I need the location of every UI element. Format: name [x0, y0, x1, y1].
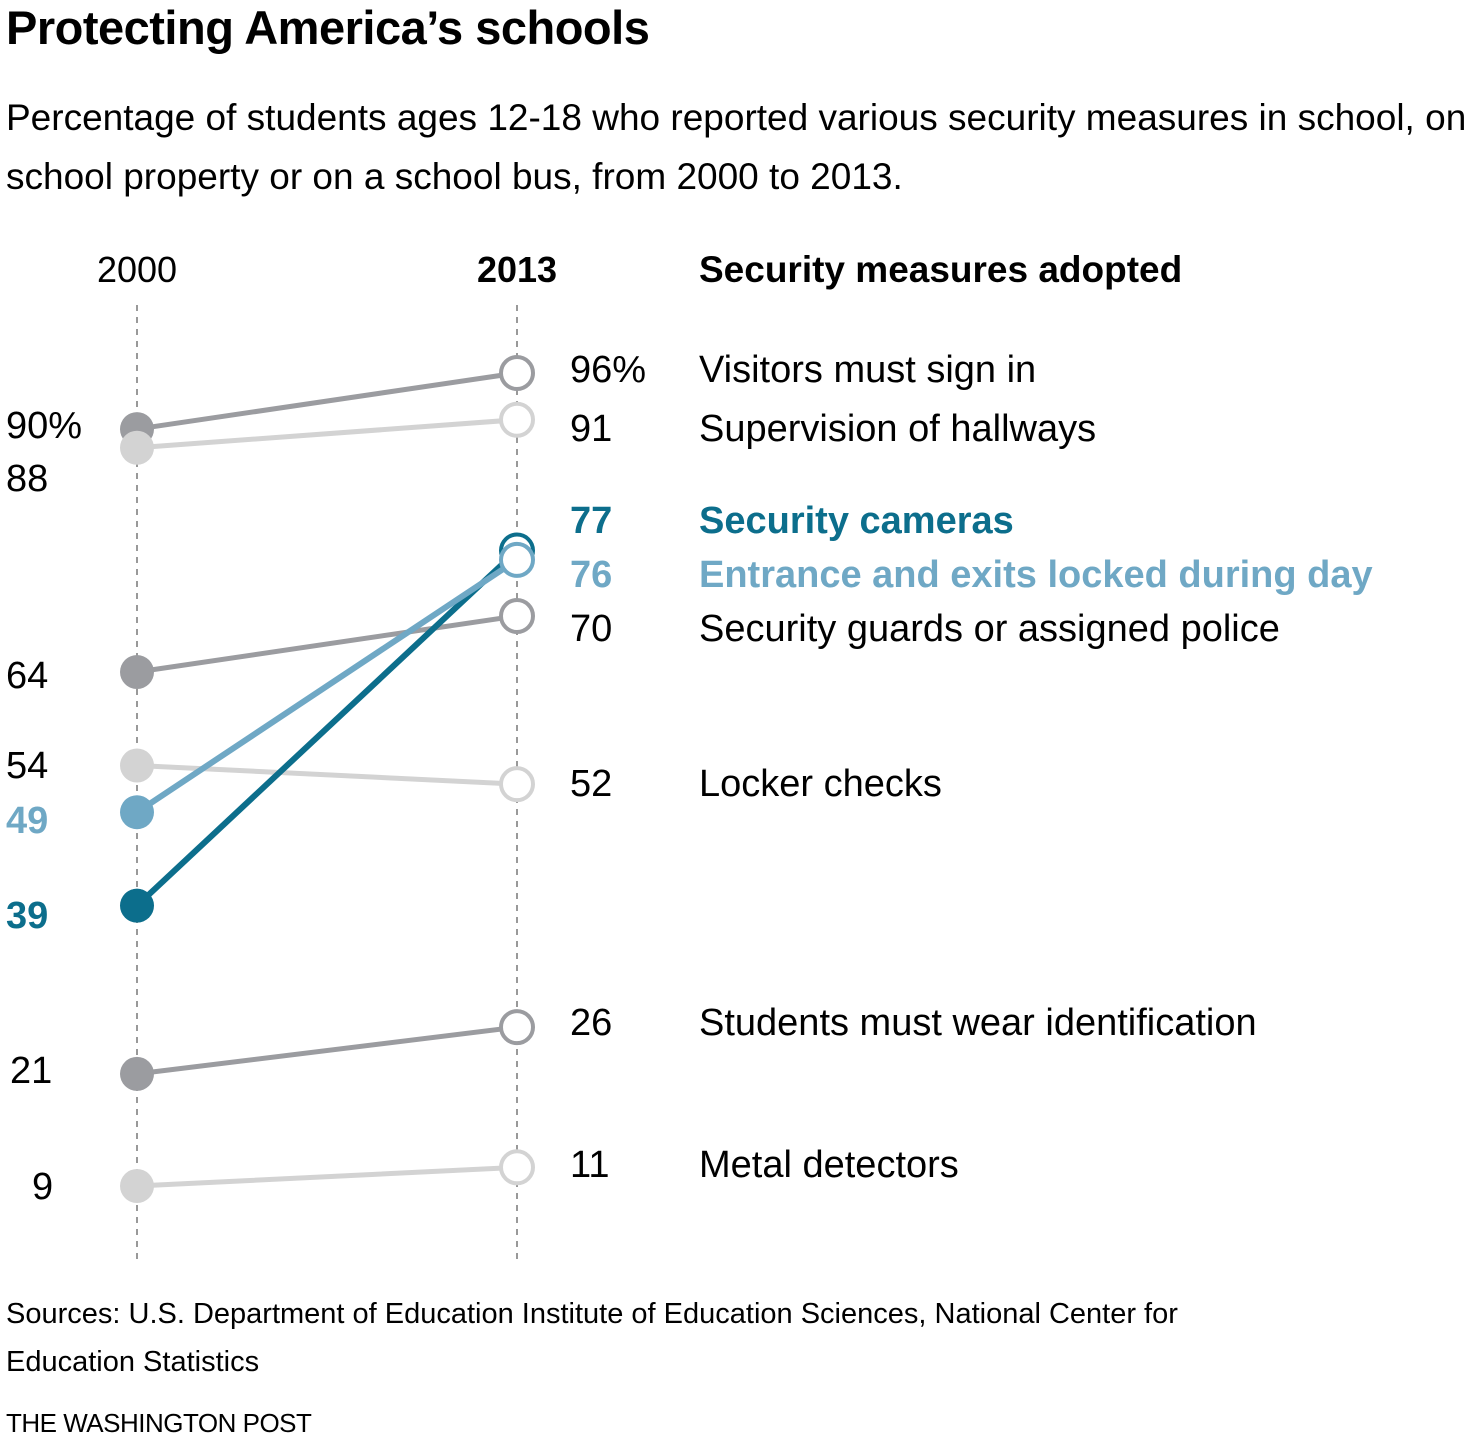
- point-2013-students-must-wear-identification: [499, 1009, 535, 1046]
- x-tick-label-2000: 2000: [97, 249, 177, 290]
- value-label-2000-security-guards-or-assigned-police: 64: [6, 655, 48, 697]
- series-label-entrance-and-exits-locked-during-day: Entrance and exits locked during day: [699, 554, 1373, 596]
- point-2013-visitors-must-sign-in: [499, 355, 535, 391]
- value-label-2000-students-must-wear-identification: 21: [10, 1050, 52, 1092]
- publisher-credit: THE WASHINGTON POST: [6, 1408, 312, 1438]
- value-label-2000-visitors-must-sign-in: 90%: [6, 405, 82, 447]
- series-label-metal-detectors: Metal detectors: [699, 1144, 959, 1186]
- series-line-metal-detectors: [134, 1164, 520, 1189]
- value-label-2000-metal-detectors: 9: [32, 1166, 53, 1208]
- series-label-students-must-wear-identification: Students must wear identification: [699, 1002, 1257, 1044]
- value-label-2013-security-guards-or-assigned-police: 70: [570, 608, 612, 650]
- value-label-2000-supervision-of-hallways: 88: [6, 458, 48, 500]
- value-label-2000-security-cameras: 39: [6, 895, 48, 937]
- value-label-2013-visitors-must-sign-in: 96%: [570, 349, 646, 391]
- value-label-2013-students-must-wear-identification: 26: [570, 1002, 612, 1044]
- series-line-supervision-of-hallways: [134, 417, 520, 451]
- point-2013-locker-checks: [499, 766, 535, 803]
- series-line-entrance-and-exits-locked-during-day: [134, 556, 520, 816]
- point-2000-metal-detectors: [120, 1169, 154, 1203]
- point-2000-security-cameras: [120, 888, 154, 923]
- point-2000-supervision-of-hallways: [120, 430, 154, 465]
- series-line-visitors-must-sign-in: [134, 370, 520, 432]
- point-2000-security-guards-or-assigned-police: [120, 655, 154, 690]
- point-2000-locker-checks: [120, 748, 154, 783]
- point-2013-security-guards-or-assigned-police: [499, 597, 535, 634]
- value-label-2013-metal-detectors: 11: [570, 1144, 609, 1186]
- series-label-security-cameras: Security cameras: [699, 500, 1014, 542]
- point-2013-supervision-of-hallways: [499, 401, 535, 438]
- value-label-2000-locker-checks: 54: [6, 745, 48, 787]
- value-label-2013-locker-checks: 52: [570, 763, 612, 805]
- series-label-visitors-must-sign-in: Visitors must sign in: [699, 349, 1036, 391]
- chart-subtitle: Percentage of students ages 12-18 who re…: [6, 97, 1467, 197]
- series-line-students-must-wear-identification: [134, 1024, 520, 1077]
- series-line-security-cameras: [134, 547, 520, 909]
- legend-header: Security measures adopted: [699, 249, 1182, 290]
- point-2000-students-must-wear-identification: [120, 1056, 154, 1091]
- value-label-2013-security-cameras: 77: [570, 500, 612, 542]
- point-2000-entrance-and-exits-locked-during-day: [120, 795, 154, 830]
- series-label-supervision-of-hallways: Supervision of hallways: [699, 408, 1096, 450]
- series-line-security-guards-or-assigned-police: [134, 613, 520, 675]
- value-label-2013-supervision-of-hallways: 91: [570, 408, 612, 450]
- value-label-2013-entrance-and-exits-locked-during-day: 76: [570, 554, 612, 596]
- chart-title: Protecting America’s schools: [6, 1, 650, 54]
- point-2013-metal-detectors: [499, 1149, 535, 1186]
- series-label-locker-checks: Locker checks: [699, 763, 942, 805]
- value-label-2000-entrance-and-exits-locked-during-day: 49: [6, 800, 48, 842]
- point-2013-entrance-and-exits-locked-during-day: [499, 541, 535, 578]
- series-label-security-guards-or-assigned-police: Security guards or assigned police: [699, 608, 1280, 650]
- x-tick-label-2013: 2013: [477, 249, 557, 290]
- source-note: Sources: U.S. Department of Education In…: [6, 1298, 1178, 1378]
